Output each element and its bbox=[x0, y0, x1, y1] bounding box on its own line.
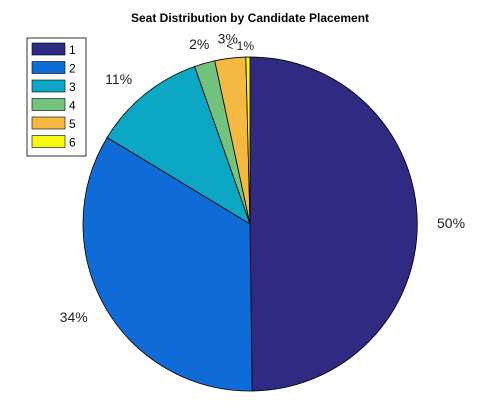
legend-swatch-2 bbox=[31, 61, 66, 74]
slice-label-6: < 1% bbox=[226, 39, 254, 53]
legend-swatch-5 bbox=[31, 116, 66, 130]
slice-label-2: 34% bbox=[60, 309, 88, 325]
pie-slice-1 bbox=[249, 56, 418, 392]
legend-label-5: 5 bbox=[69, 117, 76, 131]
pie-slices bbox=[82, 56, 418, 392]
legend-label-1: 1 bbox=[69, 43, 76, 57]
pie-slice-6 bbox=[245, 56, 251, 225]
legend-label-4: 4 bbox=[69, 99, 76, 113]
slice-label-5: 3% bbox=[218, 30, 238, 46]
legend-swatch-6 bbox=[31, 135, 66, 148]
legend-swatch-4 bbox=[31, 98, 66, 111]
slice-label-1: 50% bbox=[437, 215, 465, 231]
pie-slice-labels: 50% 34% 11% 2% 3%< 1% bbox=[60, 30, 465, 325]
slice-label-3: 11% bbox=[105, 71, 132, 87]
legend-label-3: 3 bbox=[69, 80, 76, 94]
legend: 1 2 3 4 5 6 bbox=[26, 37, 87, 157]
legend-swatch-3 bbox=[31, 79, 66, 93]
chart-title: Seat Distribution by Candidate Placement bbox=[131, 11, 369, 25]
pie-slice-3 bbox=[106, 65, 251, 225]
legend-label-2: 2 bbox=[69, 62, 76, 76]
pie-slice-2 bbox=[82, 136, 253, 392]
slice-label-4: 2% bbox=[189, 36, 209, 52]
legend-swatch-1 bbox=[31, 42, 66, 56]
legend-label-6: 6 bbox=[69, 136, 76, 150]
